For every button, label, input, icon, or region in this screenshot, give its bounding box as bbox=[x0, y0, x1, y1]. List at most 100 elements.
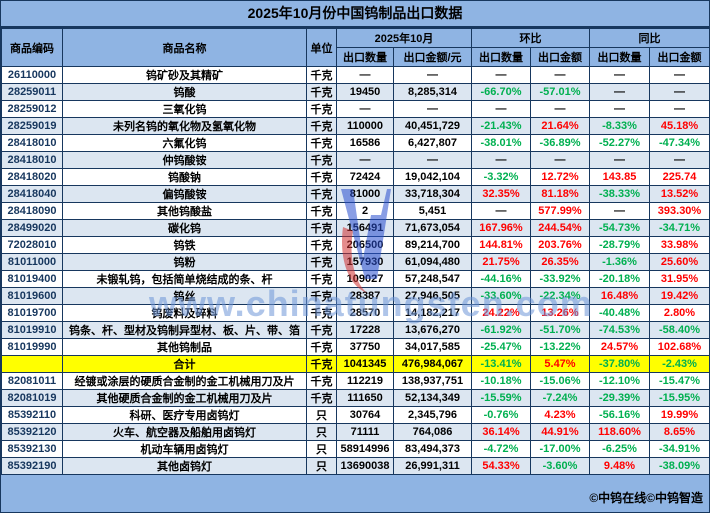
cell-mom-qty: -13.41% bbox=[471, 355, 531, 373]
cell-mom-amount: — bbox=[530, 151, 590, 169]
col-header-code: 商品编码 bbox=[1, 28, 63, 67]
cell-mom-amount: -15.06% bbox=[530, 372, 590, 390]
cell-yoy-amount: 102.68% bbox=[649, 338, 710, 356]
col-header-name: 商品名称 bbox=[62, 28, 307, 67]
cell-mom-qty: 54.33% bbox=[471, 457, 531, 475]
cell-code: 82081011 bbox=[1, 372, 63, 390]
cell-qty: 28570 bbox=[336, 304, 394, 322]
cell-yoy-qty: -8.33% bbox=[589, 117, 650, 135]
cell-yoy-amount: — bbox=[649, 83, 710, 101]
cell-yoy-qty: 9.48% bbox=[589, 457, 650, 475]
cell-mom-amount: 244.54% bbox=[530, 219, 590, 237]
table-body: 26110000 钨矿砂及其精矿 千克 — — — — — —28259011 钨酸 千克 19450… bbox=[1, 66, 710, 475]
cell-yoy-qty: -20.18% bbox=[589, 270, 650, 288]
cell-unit: 千克 bbox=[306, 185, 337, 203]
cell-name: 钨酸钠 bbox=[62, 168, 307, 186]
col-header-qty: 出口数量 bbox=[336, 47, 394, 67]
cell-yoy-amount: -47.34% bbox=[649, 134, 710, 152]
cell-name: 未列名钨的氧化物及氢氧化物 bbox=[62, 117, 307, 135]
table-row: 28418010 六氟化钨 千克 16586 6,427,807 -38.01% -36.8… bbox=[1, 134, 710, 152]
cell-mom-qty: -10.18% bbox=[471, 372, 531, 390]
table-row: 28259011 钨酸 千克 19450 8,285,314 -66.70% -57.01%… bbox=[1, 83, 710, 101]
cell-qty: 81000 bbox=[336, 185, 394, 203]
cell-mom-amount: -51.70% bbox=[530, 321, 590, 339]
cell-yoy-amount: 45.18% bbox=[649, 117, 710, 135]
cell-code: 81011000 bbox=[1, 253, 63, 271]
cell-qty: 72424 bbox=[336, 168, 394, 186]
cell-yoy-qty: — bbox=[589, 100, 650, 118]
cell-name: 钨酸 bbox=[62, 83, 307, 101]
cell-name: 合计 bbox=[62, 355, 307, 373]
cell-name: 其他钨酸盐 bbox=[62, 202, 307, 220]
cell-yoy-qty: -40.48% bbox=[589, 304, 650, 322]
cell-code: 28418010 bbox=[1, 151, 63, 169]
cell-name: 钨废料及碎料 bbox=[62, 304, 307, 322]
cell-yoy-amount: -34.71% bbox=[649, 219, 710, 237]
cell-yoy-amount: — bbox=[649, 100, 710, 118]
cell-yoy-qty: -74.53% bbox=[589, 321, 650, 339]
cell-mom-amount: -33.92% bbox=[530, 270, 590, 288]
cell-code: 85392190 bbox=[1, 457, 63, 475]
col-group-mom: 环比 bbox=[471, 28, 590, 48]
cell-qty: 2 bbox=[336, 202, 394, 220]
table-row: 81019990 其他钨制品 千克 37750 34,017,585 -25.47% -13… bbox=[1, 338, 710, 356]
cell-yoy-qty: -52.27% bbox=[589, 134, 650, 152]
cell-code: 81019990 bbox=[1, 338, 63, 356]
cell-unit: 千克 bbox=[306, 202, 337, 220]
cell-yoy-amount: 2.80% bbox=[649, 304, 710, 322]
cell-mom-qty: 24.22% bbox=[471, 304, 531, 322]
cell-name: 钨丝 bbox=[62, 287, 307, 305]
cell-yoy-qty: -56.16% bbox=[589, 406, 650, 424]
cell-mom-amount: 44.91% bbox=[530, 423, 590, 441]
cell-mom-amount: -22.34% bbox=[530, 287, 590, 305]
cell-mom-qty: -3.32% bbox=[471, 168, 531, 186]
cell-mom-amount: -36.89% bbox=[530, 134, 590, 152]
cell-mom-amount: -3.60% bbox=[530, 457, 590, 475]
cell-unit: 千克 bbox=[306, 321, 337, 339]
table-row: 81019600 钨丝 千克 28387 27,946,505 -33.60% -22.34… bbox=[1, 287, 710, 305]
cell-yoy-qty: 24.57% bbox=[589, 338, 650, 356]
table-row: 81019910 钨条、杆、型材及钨制异型材、板、片、带、箔 千克 17228 13,6… bbox=[1, 321, 710, 339]
cell-yoy-amount: 25.60% bbox=[649, 253, 710, 271]
table-row: 28418020 钨酸钠 千克 72424 19,042,104 -3.32% 12.72%… bbox=[1, 168, 710, 186]
cell-mom-amount: -17.00% bbox=[530, 440, 590, 458]
cell-unit: 只 bbox=[306, 457, 337, 475]
table-row: 28499020 碳化钨 千克 156491 71,673,054 167.96% 244.… bbox=[1, 219, 710, 237]
cell-yoy-amount: — bbox=[649, 151, 710, 169]
cell-amount: 26,991,311 bbox=[393, 457, 472, 475]
cell-yoy-qty: -37.80% bbox=[589, 355, 650, 373]
cell-name: 仲钨酸铵 bbox=[62, 151, 307, 169]
cell-mom-qty: -21.43% bbox=[471, 117, 531, 135]
col-header-unit: 单位 bbox=[306, 28, 337, 67]
cell-mom-amount: 21.64% bbox=[530, 117, 590, 135]
cell-yoy-amount: 19.99% bbox=[649, 406, 710, 424]
cell-code: 28418010 bbox=[1, 134, 63, 152]
cell-code: 85392120 bbox=[1, 423, 63, 441]
cell-code: 81019700 bbox=[1, 304, 63, 322]
cell-name: 碳化钨 bbox=[62, 219, 307, 237]
table-row: 81011000 钨粉 千克 157930 61,094,480 21.75% 26.35%… bbox=[1, 253, 710, 271]
cell-mom-qty: -0.76% bbox=[471, 406, 531, 424]
cell-unit: 千克 bbox=[306, 338, 337, 356]
cell-amount: 764,086 bbox=[393, 423, 472, 441]
cell-qty: 1041345 bbox=[336, 355, 394, 373]
cell-code: 81019600 bbox=[1, 287, 63, 305]
cell-unit: 千克 bbox=[306, 270, 337, 288]
cell-amount: — bbox=[393, 66, 472, 84]
table-row: 85392130 机动车辆用卤钨灯只 58914996 83,494,373 -4.72… bbox=[1, 440, 710, 458]
cell-unit: 千克 bbox=[306, 168, 337, 186]
cell-unit: 千克 bbox=[306, 236, 337, 254]
table-row: 28418090 其他钨酸盐 千克 2 5,451—577.99% —393.30% bbox=[1, 202, 710, 220]
cell-mom-amount: -57.01% bbox=[530, 83, 590, 101]
cell-yoy-qty: 118.60% bbox=[589, 423, 650, 441]
cell-mom-qty: -15.59% bbox=[471, 389, 531, 407]
cell-unit: 千克 bbox=[306, 253, 337, 271]
cell-code: 28499020 bbox=[1, 219, 63, 237]
cell-mom-amount: 26.35% bbox=[530, 253, 590, 271]
cell-code: 28259011 bbox=[1, 83, 63, 101]
cell-qty: 30764 bbox=[336, 406, 394, 424]
cell-amount: 34,017,585 bbox=[393, 338, 472, 356]
cell-qty: 17228 bbox=[336, 321, 394, 339]
cell-mom-qty: -25.47% bbox=[471, 338, 531, 356]
cell-code: 28418090 bbox=[1, 202, 63, 220]
